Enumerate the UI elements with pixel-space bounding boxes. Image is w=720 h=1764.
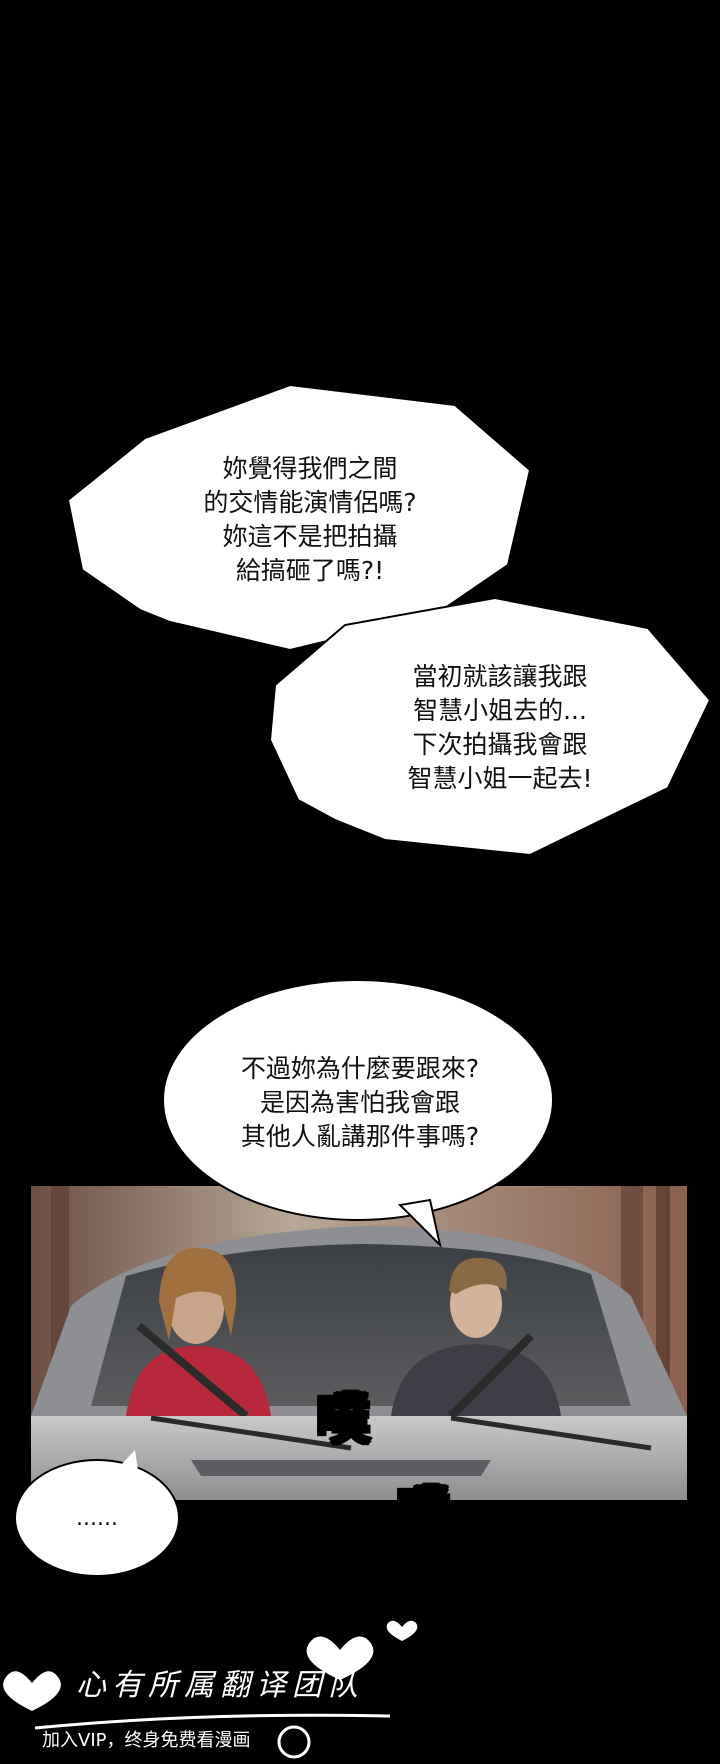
bubble-line: 下次拍攝我會跟 xyxy=(412,730,588,759)
bubble-line: 其他人亂講那件事嗎? xyxy=(240,1122,480,1151)
swoosh-line xyxy=(34,1713,391,1730)
swirl-ring xyxy=(277,1725,311,1759)
sfx-puff-3: 噗 xyxy=(477,1564,534,1630)
speech-bubble-3-shape xyxy=(162,979,554,1221)
speech-bubble-3: 不過妳為什麼要跟來? 是因為害怕我會跟 其他人亂講那件事嗎? xyxy=(190,1052,530,1154)
bubble-line: 妳這不是把拍攝 xyxy=(222,522,398,551)
bubble-line: 是因為害怕我會跟 xyxy=(259,1088,460,1117)
bubble-line: 智慧小姐去的... xyxy=(413,696,587,725)
watermark-title: 心有所属翻译团队 xyxy=(76,1668,364,1703)
speech-bubble-2-shape xyxy=(268,596,712,857)
speech-bubble-3-tail xyxy=(397,1198,442,1249)
watermark-subtitle: 加入VIP，终身免费看漫画 xyxy=(42,1730,251,1751)
sfx-puff-1: 噗 xyxy=(315,1387,372,1453)
speech-bubble-4: ...... xyxy=(76,1506,118,1531)
bubble-line: 不過妳為什麼要跟來? xyxy=(240,1054,480,1083)
bubble-line: 的交情能演情侶嗎? xyxy=(203,488,417,517)
speech-bubble-2: 當初就該讓我跟 智慧小姐去的... 下次拍攝我會跟 智慧小姐一起去! xyxy=(355,660,645,796)
heart-icon xyxy=(3,1671,61,1711)
bubble-line: 智慧小姐一起去! xyxy=(407,764,593,793)
speech-bubble-4-shape xyxy=(14,1459,180,1577)
bubble-line: 妳覺得我們之間 xyxy=(222,454,398,483)
speech-bubble-1: 妳覺得我們之間 的交情能演情侶嗎? 妳這不是把拍攝 給搞砸了嗎?! xyxy=(160,452,460,588)
speech-bubble-4-tail xyxy=(118,1450,138,1470)
heart-icon xyxy=(386,1620,418,1641)
bubble-line: 給搞砸了嗎?! xyxy=(235,556,385,585)
heart-icon xyxy=(306,1636,374,1680)
bubble-line: 當初就該讓我跟 xyxy=(412,662,588,691)
speech-bubble-1-shape xyxy=(66,383,532,652)
car-scene-panel xyxy=(31,1186,687,1500)
sfx-puff-2: 噗 xyxy=(395,1480,452,1546)
